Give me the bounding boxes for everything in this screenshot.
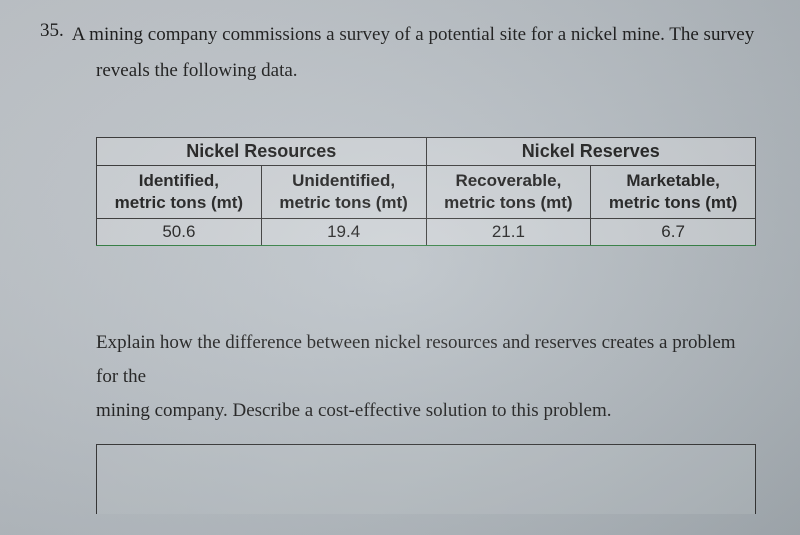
question-text-line1: A mining company commissions a survey of… [72, 20, 754, 50]
prompt-text: Explain how the difference between nicke… [96, 326, 760, 429]
col-header-marketable: Marketable, metric tons (mt) [591, 165, 756, 218]
col-header-unidentified: Unidentified, metric tons (mt) [261, 165, 426, 218]
col-header-identified: Identified, metric tons (mt) [97, 165, 262, 218]
col-header-unit: metric tons (mt) [609, 193, 737, 212]
value-recoverable: 21.1 [426, 218, 591, 245]
nickel-data-table: Nickel Resources Nickel Reserves Identif… [96, 137, 756, 246]
question-header: 35. A mining company commissions a surve… [40, 20, 760, 50]
value-unidentified: 19.4 [261, 218, 426, 245]
value-marketable: 6.7 [591, 218, 756, 245]
question-number: 35. [40, 20, 64, 42]
col-header-label: Identified, [139, 171, 219, 190]
prompt-line2: mining company. Describe a cost-effectiv… [96, 400, 612, 421]
table-data-row: 50.6 19.4 21.1 6.7 [97, 218, 756, 245]
table-group-header-row: Nickel Resources Nickel Reserves [97, 137, 756, 165]
value-identified: 50.6 [97, 218, 262, 245]
data-table-wrapper: Nickel Resources Nickel Reserves Identif… [96, 137, 760, 246]
col-header-label: Unidentified, [292, 171, 395, 190]
col-header-unit: metric tons (mt) [115, 193, 243, 212]
prompt-line1: Explain how the difference between nicke… [96, 332, 736, 387]
col-header-unit: metric tons (mt) [444, 193, 572, 212]
col-header-label: Recoverable, [455, 171, 561, 190]
col-header-label: Marketable, [626, 171, 720, 190]
col-header-recoverable: Recoverable, metric tons (mt) [426, 165, 591, 218]
question-text-line2: reveals the following data. [96, 56, 760, 86]
group-header-reserves: Nickel Reserves [426, 137, 756, 165]
answer-box[interactable] [96, 444, 756, 514]
col-header-unit: metric tons (mt) [279, 193, 407, 212]
table-column-header-row: Identified, metric tons (mt) Unidentifie… [97, 165, 756, 218]
group-header-resources: Nickel Resources [97, 137, 427, 165]
